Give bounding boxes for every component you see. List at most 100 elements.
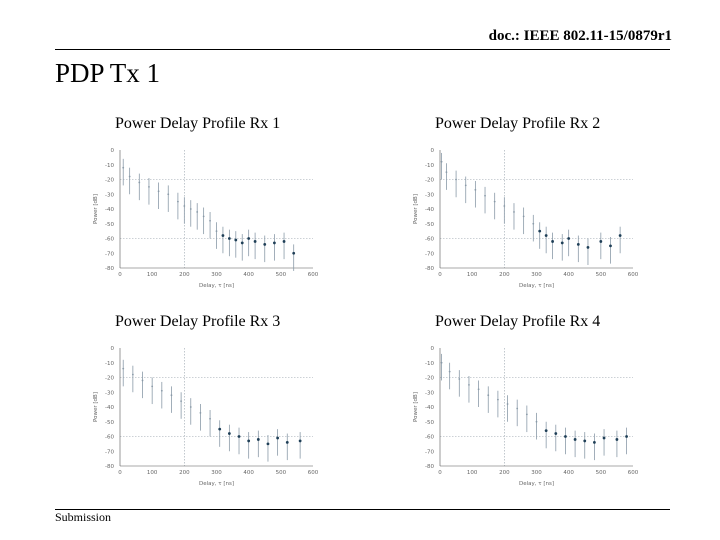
y-tick-label: -80 [425,464,434,470]
data-point [464,184,467,187]
x-tick-label: 500 [596,272,607,278]
pdp-plot-svg: 0 -10 -20 -30 -40 -50 -60 -70 -80 0 100 200 300 400 50… [93,148,318,289]
data-point [199,412,202,414]
x-tick-label: 400 [563,272,574,278]
x-axis-label: Delay, τ [ns] [199,283,234,289]
y-tick-label: -50 [105,222,114,228]
y-tick-label: -30 [105,192,114,198]
y-tick-label: -40 [425,405,434,411]
y-tick-label: -70 [425,251,434,257]
data-point [282,240,286,243]
x-tick-label: 100 [467,470,478,476]
data-point [615,438,619,441]
data-point [256,438,260,441]
y-tick-label: -50 [425,222,434,228]
y-tick-label: -60 [105,237,114,243]
data-point [522,215,525,218]
data-point [247,237,251,240]
x-tick-label: 400 [243,470,254,476]
y-tick-label: -80 [105,464,114,470]
y-tick-label: -40 [105,405,114,411]
data-point [560,241,564,245]
x-tick-label: 500 [596,470,607,476]
x-tick-label: 300 [531,272,542,278]
x-tick-label: 600 [628,470,638,476]
data-point [285,441,289,444]
x-tick-label: 0 [438,470,442,476]
y-tick-label: 0 [431,346,435,352]
x-tick-label: 0 [118,470,122,476]
data-point [276,436,280,440]
y-tick-label: -20 [105,376,114,382]
data-point [468,383,470,386]
data-point [122,367,125,370]
data-point [141,379,144,382]
pdp-plot-rx4: 0 -10 -20 -30 -40 -50 -60 -70 -80 0 100 200 300 400 50… [408,338,638,498]
data-point [487,394,490,397]
data-point [593,441,596,444]
x-tick-label: 200 [499,272,510,278]
data-point [221,234,225,237]
x-tick-label: 300 [211,470,222,476]
plot-title-rx2: Power Delay Profile Rx 2 [435,115,601,132]
y-tick-label: -10 [425,163,434,169]
data-point [227,237,231,240]
x-tick-label: 100 [147,470,158,476]
data-point [440,361,443,364]
x-tick-label: 500 [276,272,287,278]
data-point [445,171,448,174]
pdp-plot-svg: 0 -10 -20 -30 -40 -50 -60 -70 -80 0 100 200 300 400 50… [413,148,638,289]
y-tick-label: 0 [431,148,435,154]
data-point [196,211,199,213]
y-tick-label: -30 [425,390,434,396]
y-tick-label: -70 [105,449,114,455]
data-point [183,205,186,207]
data-point [218,427,222,431]
y-tick-label: -40 [425,207,434,213]
footer-submission: Submission [55,510,112,524]
plot-title-rx1: Power Delay Profile Rx 1 [115,115,281,132]
data-point [538,229,542,233]
document-id: doc.: IEEE 802.11-15/0879r1 [488,28,672,44]
x-tick-label: 300 [211,272,222,278]
data-point [535,420,538,423]
data-point [266,442,270,446]
x-tick-label: 600 [308,470,318,476]
data-point [513,211,515,213]
y-tick-label: -80 [425,266,434,272]
data-point [474,188,477,191]
data-point [180,400,183,402]
data-point [167,193,170,196]
data-point [477,388,480,391]
y-tick-label: -20 [425,178,434,184]
data-point [209,417,211,420]
y-tick-label: -60 [425,237,434,243]
data-point [160,389,163,392]
x-axis-label: Delay, τ [ns] [519,481,554,487]
y-axis-label: Power [dB] [413,194,419,224]
data-point [448,370,451,373]
x-tick-label: 500 [276,470,287,476]
y-tick-label: -80 [105,266,114,272]
data-point [599,240,603,243]
data-point [609,244,612,248]
data-point [177,200,179,203]
data-point [215,230,218,233]
data-point [618,234,622,237]
data-point [506,403,509,405]
data-point [122,166,125,169]
data-point [148,185,150,188]
data-point [493,200,496,203]
x-tick-label: 400 [243,272,254,278]
y-tick-label: -10 [105,361,114,367]
x-tick-label: 400 [563,470,574,476]
data-point [247,439,251,443]
y-tick-label: -40 [105,207,114,213]
data-point [551,240,554,243]
y-tick-label: 0 [111,148,115,154]
data-point [131,373,134,376]
data-point [263,243,267,246]
pdp-plot-svg: 0 -10 -20 -30 -40 -50 -60 -70 -80 0 100 200 300 400 50… [93,346,318,487]
data-point [544,234,548,237]
y-tick-label: -70 [425,449,434,455]
